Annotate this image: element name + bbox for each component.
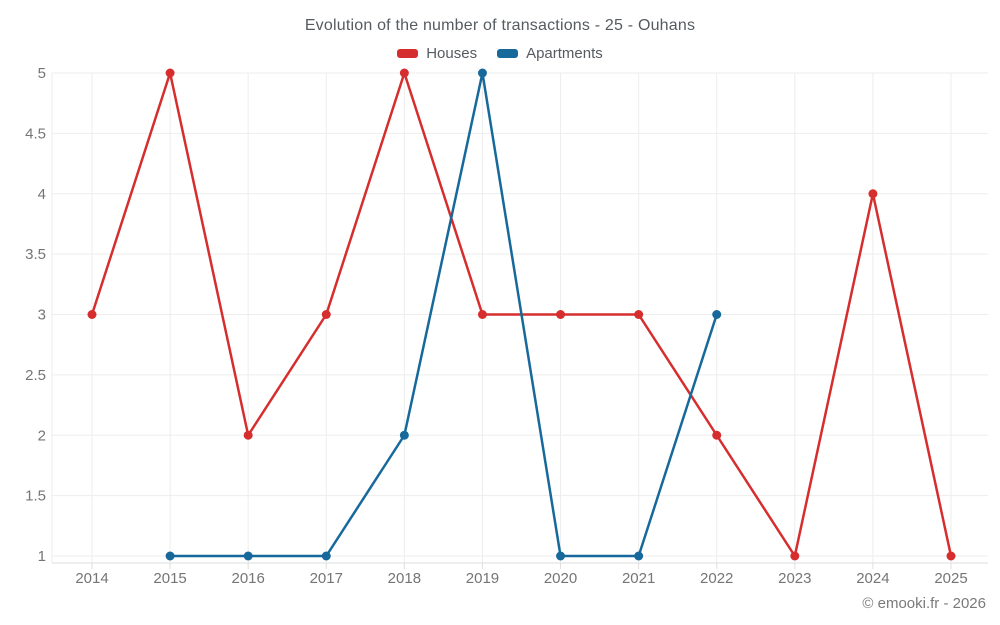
data-point-houses[interactable] [634,310,644,319]
houses-legend-swatch-icon [397,49,419,58]
data-point-houses[interactable] [477,310,487,319]
legend-label-apartments: Apartments [526,45,603,62]
data-point-houses[interactable] [946,551,956,561]
y-tick-label: 1.5 [25,488,46,505]
y-tick-label: 1 [38,548,46,565]
x-tick-label: 2022 [700,570,733,587]
legend-label-houses: Houses [426,45,478,62]
data-point-houses[interactable] [868,189,878,199]
x-tick-label: 2018 [388,570,421,587]
x-tick-label: 2024 [856,570,889,587]
data-point-apartments[interactable] [321,551,331,561]
data-point-houses[interactable] [321,310,331,319]
data-point-houses[interactable] [556,310,566,319]
chart-legend: Houses Apartments [0,45,1000,62]
series-line-apartments [168,71,718,558]
legend-item-houses[interactable]: Houses [397,45,477,62]
data-point-houses[interactable] [243,430,253,440]
x-tick-label: 2014 [75,570,108,587]
x-tick-label: 2019 [466,570,499,587]
data-point-houses[interactable] [790,551,800,561]
data-point-apartments[interactable] [399,430,409,440]
data-point-apartments[interactable] [477,68,487,78]
x-tick-label: 2020 [544,570,577,587]
y-tick-label: 3.5 [25,246,46,263]
x-tick-label: 2025 [934,570,967,587]
apartments-legend-swatch-icon [497,49,519,58]
y-tick-label: 2 [38,427,46,444]
y-tick-label: 3 [38,307,46,324]
data-point-apartments[interactable] [634,551,644,561]
legend-item-apartments[interactable]: Apartments [497,45,603,62]
copyright-text: © emooki.fr - 2026 [862,595,986,612]
x-tick-label: 2023 [778,570,811,587]
data-point-apartments[interactable] [165,551,175,561]
data-point-houses[interactable] [165,68,175,78]
data-point-houses[interactable] [399,68,409,78]
data-point-houses[interactable] [87,310,97,319]
y-tick-label: 4.5 [25,125,46,142]
x-tick-label: 2015 [153,570,186,587]
y-tick-label: 4 [38,186,46,203]
x-tick-label: 2017 [310,570,343,587]
x-tick-label: 2016 [231,570,264,587]
data-point-houses[interactable] [712,430,722,440]
data-point-apartments[interactable] [556,551,566,561]
x-tick-label: 2021 [622,570,655,587]
data-point-apartments[interactable] [243,551,253,561]
chart-title: Evolution of the number of transactions … [304,17,696,34]
data-point-apartments[interactable] [712,310,722,319]
y-tick-label: 5 [38,65,46,82]
y-tick-label: 2.5 [25,367,46,384]
